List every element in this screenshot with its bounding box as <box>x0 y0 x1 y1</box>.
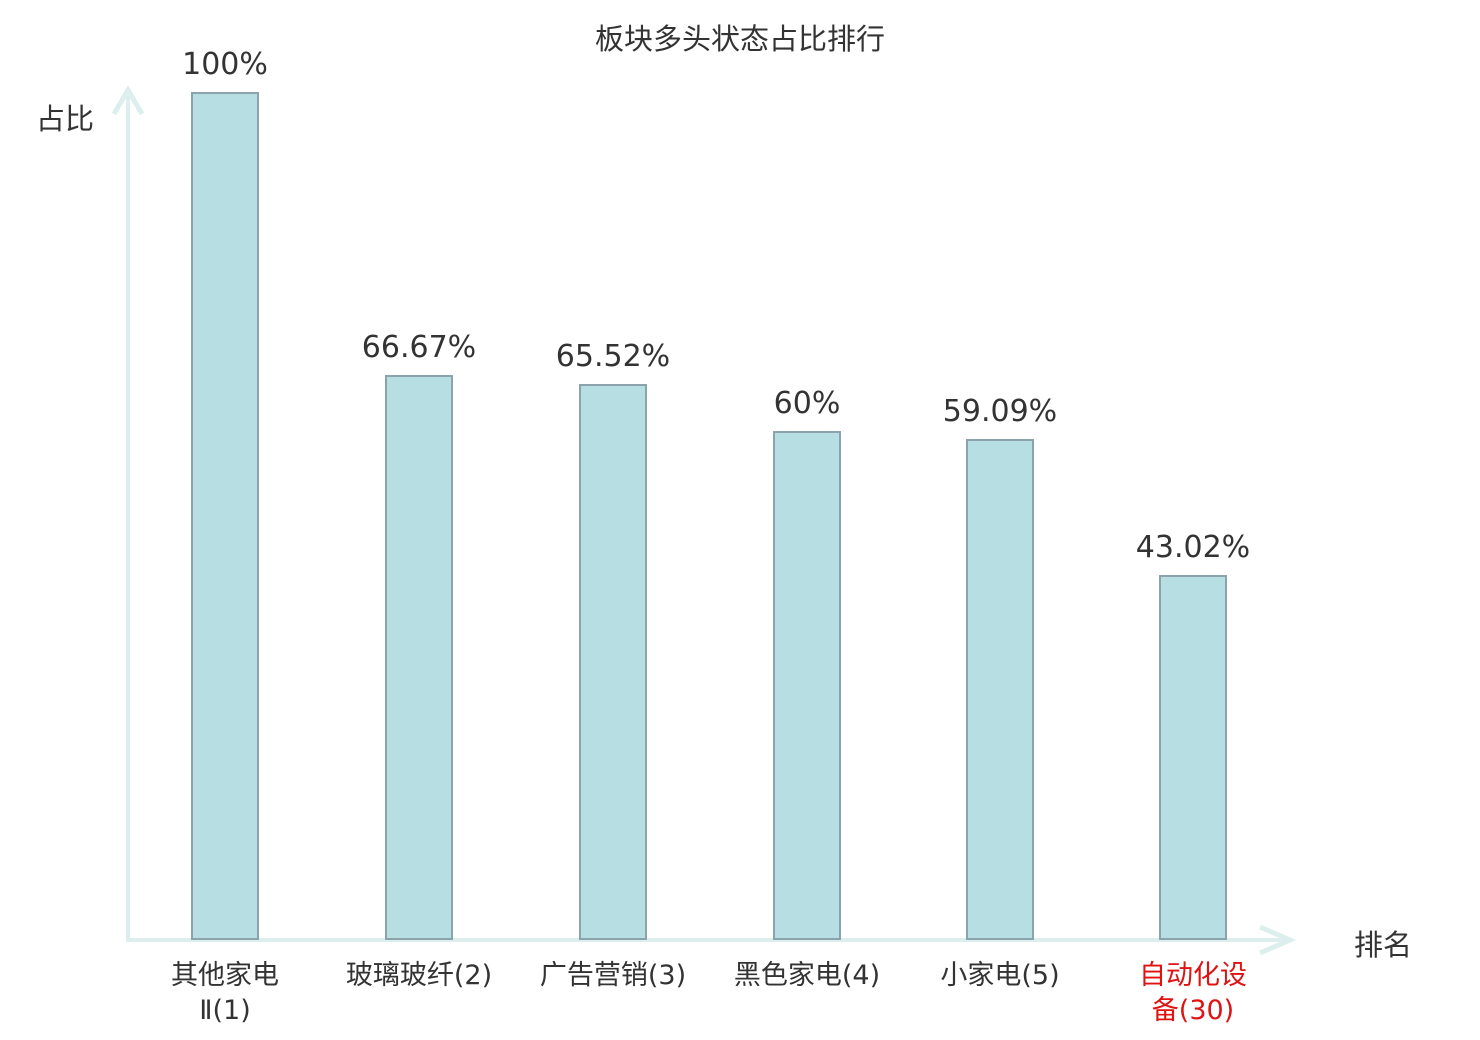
bar-value-label: 66.67% <box>361 330 477 365</box>
bar <box>1159 575 1227 940</box>
bar-value-label: 60% <box>773 386 841 421</box>
bar-value-label: 43.02% <box>1135 530 1251 565</box>
x-tick-label: 广告营销(3) <box>539 960 687 991</box>
bar <box>966 439 1034 940</box>
chart-title: 板块多头状态占比排行 <box>594 22 885 56</box>
x-axis-label: 排名 <box>1354 928 1413 962</box>
bar-value-label: 65.52% <box>555 339 671 374</box>
y-axis-label: 占比 <box>36 102 95 136</box>
bar <box>385 375 453 940</box>
x-tick-label: 玻璃玻纤(2) <box>345 960 493 991</box>
x-tick-label: 小家电(5) <box>940 960 1060 991</box>
bar-value-label: 100% <box>182 47 268 82</box>
x-tick-label: 黑色家电(4) <box>733 960 881 991</box>
bar <box>773 431 841 940</box>
bar <box>579 384 647 940</box>
x-tick-label: 自动化设 备(30) <box>1139 960 1247 1027</box>
y-axis-arrow-icon <box>111 85 145 116</box>
x-axis-arrow-icon <box>1259 924 1297 956</box>
x-tick-label: 其他家电 Ⅱ(1) <box>171 960 279 1027</box>
bar <box>191 92 259 940</box>
bar-value-label: 59.09% <box>942 394 1058 429</box>
